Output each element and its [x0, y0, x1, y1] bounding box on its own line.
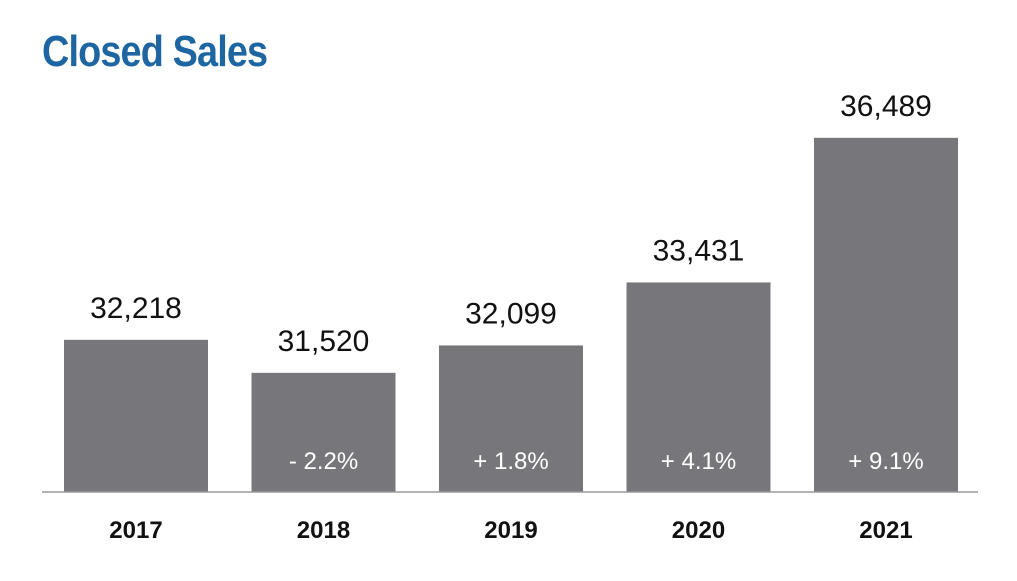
chart-title: Closed Sales	[42, 27, 268, 76]
x-tick-label-2019: 2019	[484, 517, 537, 544]
change-label-2021: + 9.1%	[848, 448, 923, 475]
bar-2017	[64, 339, 208, 492]
x-tick-label-2018: 2018	[297, 517, 350, 544]
bar-2020	[626, 282, 771, 492]
bar-2019	[439, 345, 583, 492]
x-tick-label-2020: 2020	[672, 517, 725, 544]
value-label-2017: 32,218	[90, 292, 182, 325]
x-tick-label-2021: 2021	[859, 517, 912, 544]
x-tick-label-2017: 2017	[109, 517, 162, 544]
bar-2021	[814, 137, 958, 493]
change-label-2020: + 4.1%	[661, 448, 736, 475]
labels-layer: 32,218 2017 31,520 - 2.2% 2018 32,099 + 1.8% 20…	[90, 90, 932, 544]
value-label-2019: 32,099	[465, 297, 557, 330]
value-label-2021: 36,489	[840, 90, 932, 123]
bars-layer	[64, 137, 958, 493]
value-label-2020: 33,431	[653, 234, 745, 267]
value-label-2018: 31,520	[278, 325, 370, 358]
change-label-2018: - 2.2%	[289, 448, 358, 475]
change-label-2019: + 1.8%	[473, 448, 548, 475]
bar-2018	[251, 372, 396, 492]
